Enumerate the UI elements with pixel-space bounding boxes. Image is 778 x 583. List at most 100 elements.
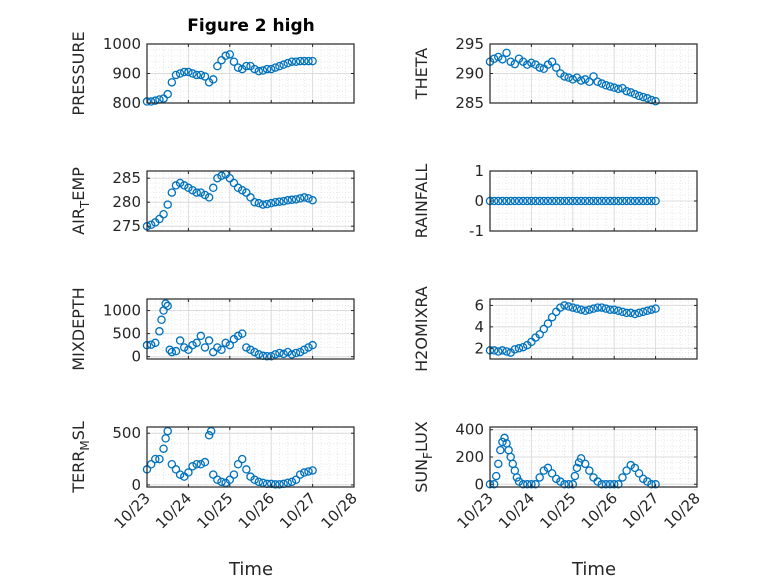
data-point — [254, 66, 264, 76]
axes-box — [489, 298, 698, 360]
data-point — [221, 51, 230, 61]
axes-box — [146, 298, 355, 360]
y-axis-label-part: H2OMIXRA — [412, 286, 431, 372]
data-point — [547, 57, 557, 66]
y-tick-label: 290 — [455, 65, 484, 83]
y-tick-label: -1 — [469, 222, 484, 240]
data-point — [295, 470, 305, 479]
y-axis-label: AIRTEMP — [69, 167, 92, 235]
data-point — [246, 193, 255, 202]
data-point — [291, 195, 301, 204]
data-point — [291, 348, 301, 358]
data-point — [163, 89, 172, 99]
data-point — [506, 57, 515, 66]
y-tick-label: 295 — [455, 35, 484, 53]
data-point — [560, 480, 569, 489]
data-point — [157, 315, 166, 325]
data-point — [242, 465, 251, 474]
data-point — [589, 72, 598, 81]
y-axis-label-part: SUN — [412, 459, 431, 493]
data-point — [647, 305, 656, 314]
data-point — [622, 466, 631, 475]
data-point — [580, 75, 590, 84]
data-point — [213, 475, 222, 485]
y-axis-label-part: F — [421, 452, 435, 459]
y-tick-label: 4 — [474, 318, 484, 336]
data-point — [622, 196, 631, 206]
data-point — [651, 304, 660, 313]
data-point — [543, 319, 553, 328]
data-point — [609, 305, 619, 314]
y-tick-label: 400 — [455, 421, 484, 439]
x-tick-label: 10/27 — [619, 489, 662, 532]
data-point — [630, 463, 640, 473]
data-point — [242, 343, 251, 352]
data-point — [217, 171, 226, 181]
data-point — [626, 88, 636, 97]
data-point — [225, 173, 235, 183]
data-point — [279, 349, 288, 359]
data-point — [494, 52, 503, 62]
data-point — [626, 308, 636, 318]
data-point — [535, 330, 544, 339]
data-point — [204, 336, 214, 345]
y-axis-label-part: EMP — [69, 167, 88, 201]
data-point — [180, 181, 189, 190]
data-point — [200, 343, 210, 352]
data-point — [200, 190, 210, 200]
data-point — [523, 480, 532, 489]
data-point — [250, 347, 259, 357]
data-point — [208, 470, 218, 479]
data-point — [556, 196, 565, 206]
data-point — [564, 480, 573, 489]
data-point — [605, 82, 615, 91]
data-point — [192, 188, 201, 197]
data-point — [275, 480, 284, 489]
data-point — [527, 480, 536, 489]
data-point — [614, 306, 623, 316]
data-point — [163, 301, 172, 311]
data-point — [560, 196, 569, 206]
data-point — [498, 196, 507, 206]
data-point — [647, 95, 656, 105]
data-point — [585, 305, 594, 314]
data-point — [300, 468, 309, 477]
data-point — [208, 347, 218, 357]
data-point — [250, 197, 259, 207]
data-point — [233, 459, 243, 469]
data-point — [580, 459, 590, 469]
y-axis-label: MIXDEPTH — [69, 287, 88, 370]
x-tick-label: 10/23 — [454, 489, 497, 532]
data-point — [171, 465, 181, 474]
data-point — [651, 196, 660, 206]
data-point — [192, 459, 201, 469]
data-point — [500, 433, 509, 443]
data-point — [539, 324, 549, 334]
data-point — [585, 77, 594, 87]
axes-box — [146, 426, 355, 488]
y-tick-label: 285 — [112, 169, 141, 187]
data-point — [225, 340, 235, 350]
y-tick-label: 500 — [112, 325, 141, 343]
x-tick-label: 10/23 — [111, 489, 154, 532]
data-point — [229, 178, 239, 188]
data-point — [304, 467, 313, 476]
data-point — [304, 194, 313, 203]
data-point — [572, 304, 582, 313]
data-point — [204, 431, 214, 440]
y-tick-label: 800 — [112, 94, 141, 112]
data-point — [242, 61, 251, 71]
data-point — [551, 63, 561, 72]
data-point — [175, 178, 185, 188]
data-point — [175, 69, 185, 78]
data-point — [601, 81, 611, 90]
data-point — [275, 348, 284, 358]
data-point — [188, 69, 197, 78]
y-tick-label: 275 — [112, 217, 141, 235]
y-tick-label: 1000 — [103, 302, 141, 320]
y-axis-label: TERRMSL — [69, 421, 92, 494]
data-point — [275, 197, 284, 206]
data-point — [200, 72, 210, 81]
